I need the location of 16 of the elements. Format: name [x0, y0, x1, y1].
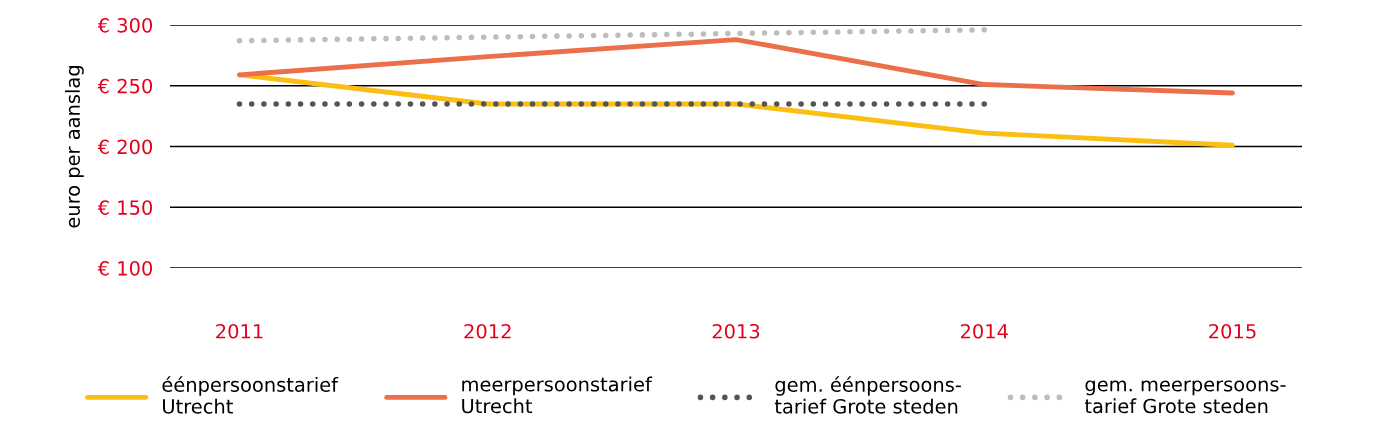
x-tick-label: 2015 — [1209, 323, 1256, 339]
y-tick-label: € 250 — [97, 78, 153, 94]
y-tick-label: € 300 — [97, 17, 153, 33]
y-tick-label: € 150 — [97, 200, 153, 215]
legend-label: gem. éénpersoons- tarief Grote steden — [774, 376, 961, 414]
x-tick-label: 2014 — [960, 323, 1008, 339]
y-axis-title: euro per aanslag — [64, 66, 84, 228]
y-tick-label: € 100 — [97, 260, 153, 276]
line-series — [237, 37, 1235, 96]
legend-label: gem. meerpersoons- tarief Grote steden — [1084, 380, 1286, 414]
legend-label: éénpersoonstarief Utrecht — [162, 376, 339, 414]
legend-label: meerpersoonstarief Utrecht — [462, 376, 653, 414]
x-tick-label: 2011 — [216, 323, 263, 339]
y-tick-label: € 200 — [97, 139, 153, 155]
x-tick-label: 2013 — [712, 323, 760, 339]
x-tick-label: 2012 — [464, 323, 511, 339]
